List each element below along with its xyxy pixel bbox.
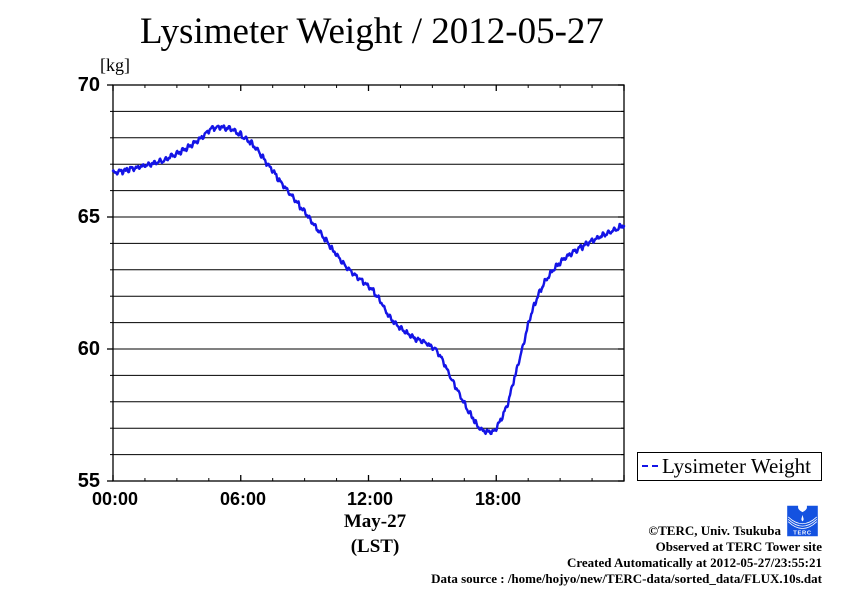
svg-text:TERC: TERC <box>793 530 811 536</box>
